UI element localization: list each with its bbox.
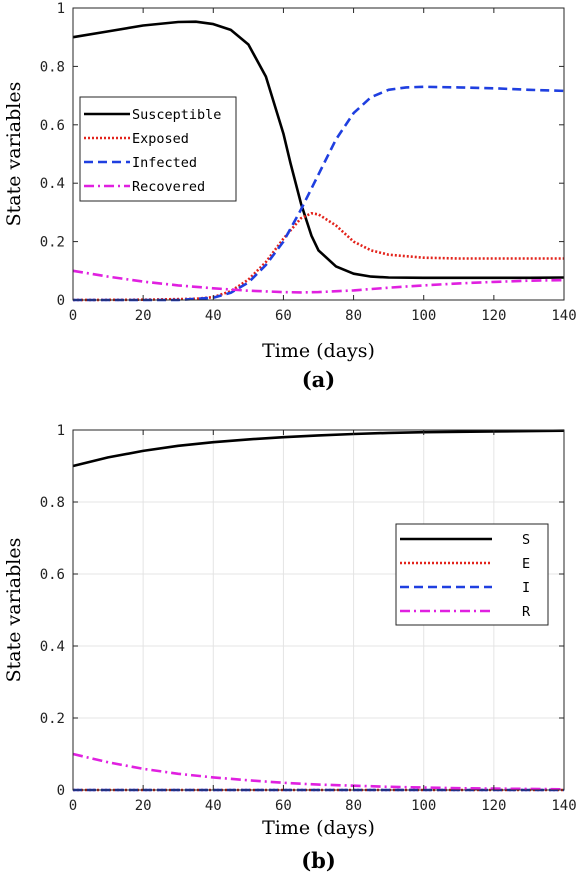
- x-tick-label: 40: [205, 798, 222, 814]
- x-tick-label: 60: [275, 798, 292, 814]
- x-tick-label: 140: [551, 308, 576, 324]
- x-tick-label: 20: [135, 308, 152, 324]
- y-tick-label: 0: [57, 783, 65, 799]
- plot-frame: [72, 7, 565, 301]
- y-tick-label: 0.6: [40, 118, 65, 134]
- x-tick-label: 60: [275, 308, 292, 324]
- legend-label: I: [522, 580, 530, 596]
- legend-label: Exposed: [132, 131, 189, 147]
- x-tick-label: 120: [481, 798, 506, 814]
- series-line-s: [72, 429, 565, 468]
- y-tick-label: 0.4: [40, 639, 65, 655]
- legend-label: R: [522, 604, 531, 620]
- x-axis-label: Time (days): [262, 817, 375, 839]
- panel-label: (a): [302, 367, 335, 392]
- x-tick-label: 40: [205, 308, 222, 324]
- legend-label: Susceptible: [132, 107, 221, 123]
- legend-box: [395, 523, 549, 626]
- series-line-recovered: [72, 269, 565, 294]
- x-tick-label: 100: [411, 308, 436, 324]
- x-axis-label: Time (days): [262, 340, 375, 362]
- y-tick-label: 0.8: [40, 59, 65, 75]
- x-tick-label: 100: [411, 798, 436, 814]
- legend-label: Recovered: [132, 179, 205, 195]
- y-tick-label: 1: [57, 1, 65, 17]
- series-line-susceptible: [72, 20, 565, 280]
- series-line-exposed: [72, 212, 564, 302]
- legend-label: Infected: [132, 155, 197, 171]
- y-tick-label: 0: [57, 293, 65, 309]
- legend-label: E: [522, 556, 530, 572]
- x-tick-label: 120: [481, 308, 506, 324]
- y-tick-label: 0.2: [40, 235, 65, 251]
- y-tick-label: 0.6: [40, 567, 65, 583]
- y-axis-label: State variables: [3, 538, 25, 683]
- chart-panel-b: 0 20 40 60 80 100 120 140 0 0.2 0.4 0.6 0.8 1 Time (da…: [3, 423, 577, 873]
- series-line-r: [72, 752, 565, 791]
- x-tick-label: 20: [135, 798, 152, 814]
- plot-frame: [72, 429, 565, 791]
- y-tick-label: 0.8: [40, 495, 65, 511]
- legend: Susceptible Exposed Infected Recovered: [79, 96, 237, 202]
- x-tick-label: 140: [551, 798, 576, 814]
- y-axis-label: State variables: [3, 82, 25, 227]
- y-tick-label: 1: [57, 423, 65, 439]
- y-tick-label: 0.2: [40, 711, 65, 727]
- y-tick-label: 0.4: [40, 176, 65, 192]
- legend-label: S: [522, 532, 530, 548]
- x-tick-label: 80: [345, 308, 362, 324]
- panel-label: (b): [301, 848, 336, 873]
- series-line-infected: [73, 85, 565, 302]
- chart-panel-a: 0 20 40 60 80 100 120 140 0 0.2 0.4 0.6 0.8 1 Time (da…: [3, 1, 577, 392]
- x-tick-label: 0: [69, 798, 77, 814]
- x-tick-label: 0: [69, 308, 77, 324]
- x-tick-label: 80: [345, 798, 362, 814]
